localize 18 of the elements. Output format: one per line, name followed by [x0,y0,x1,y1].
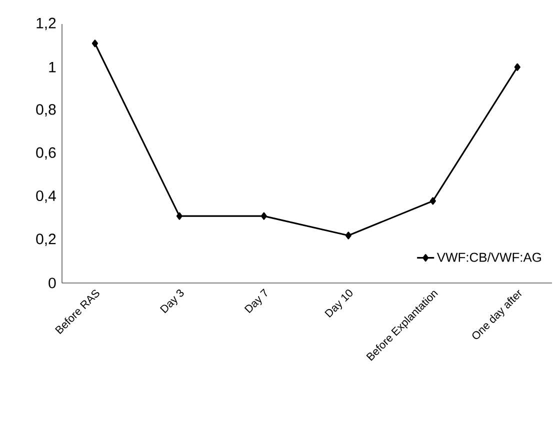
y-tick-label: 0,4 [36,190,56,203]
point [260,212,267,220]
y-tick-label: 0,6 [36,147,56,160]
point [92,40,98,48]
y-tick-label: 1 [49,62,56,72]
y-tick-label: 0,2 [36,234,56,246]
point [176,212,182,220]
y-tick-label: 1,2 [36,18,56,30]
x-tick-label: Day 10 [324,290,352,318]
y-tick-label: 0,8 [36,104,56,116]
legend-label: VWF:CB/VWF:AG [436,252,541,262]
x-tick-label: Day 3 [160,290,184,314]
y-tick-label: 0 [48,278,56,288]
point [514,63,520,71]
x-tick-label: Day 7 [244,288,268,314]
point [345,232,352,240]
point [430,197,436,205]
x-tick-label: One day after [472,290,522,340]
